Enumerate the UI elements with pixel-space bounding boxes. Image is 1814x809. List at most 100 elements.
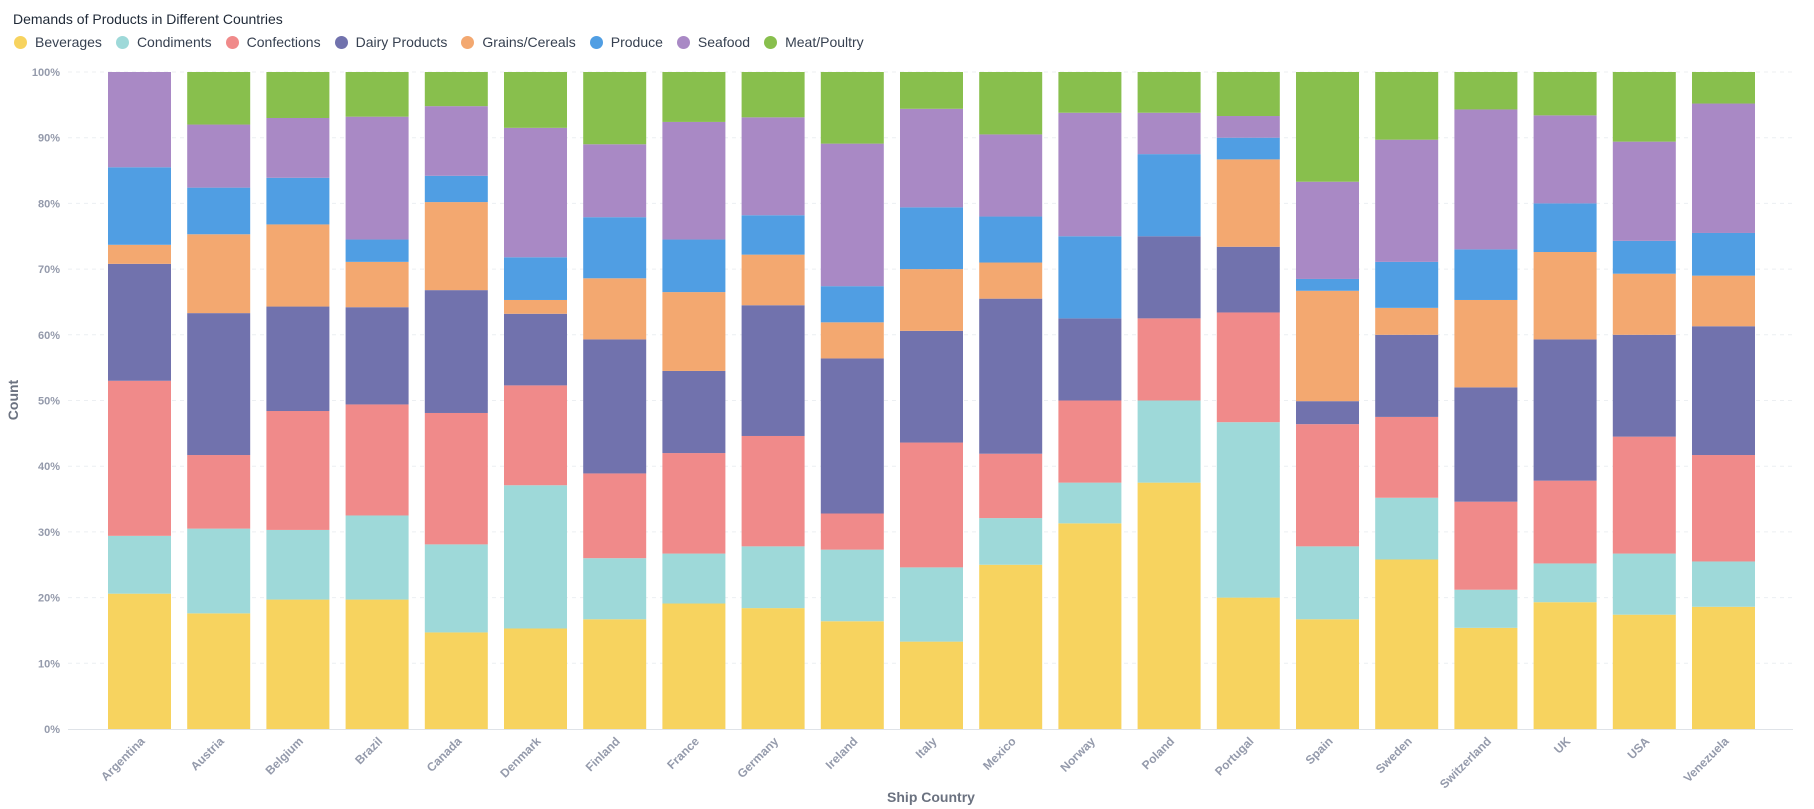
legend-item[interactable]: Seafood (676, 34, 750, 50)
bar-segment[interactable] (345, 116, 409, 240)
bar-segment[interactable] (1454, 627, 1518, 729)
bar-segment[interactable] (979, 134, 1043, 217)
bar-segment[interactable] (820, 621, 884, 729)
bar-segment[interactable] (1454, 589, 1518, 628)
bar-segment[interactable] (1533, 203, 1597, 253)
bar-segment[interactable] (1216, 137, 1280, 160)
bar-segment[interactable] (1137, 236, 1201, 319)
bar-segment[interactable] (1533, 563, 1597, 603)
bar-segment[interactable] (1137, 154, 1201, 237)
bar-segment[interactable] (583, 339, 647, 474)
bar-segment[interactable] (1612, 334, 1676, 437)
bar-segment[interactable] (1216, 72, 1280, 117)
bar-segment[interactable] (187, 313, 251, 456)
bar-segment[interactable] (424, 106, 488, 176)
bar-segment[interactable] (1216, 312, 1280, 423)
bar-segment[interactable] (504, 385, 567, 486)
bar-segment[interactable] (1612, 553, 1676, 615)
bar-segment[interactable] (187, 455, 251, 529)
bar-segment[interactable] (1058, 318, 1122, 401)
bar-segment[interactable] (1058, 482, 1122, 524)
bar-segment[interactable] (583, 473, 647, 559)
bar-segment[interactable] (1454, 387, 1518, 502)
bar-segment[interactable] (1692, 103, 1755, 233)
bar-segment[interactable] (345, 599, 409, 729)
bar-segment[interactable] (820, 549, 884, 622)
bar-segment[interactable] (1216, 597, 1280, 729)
bar-segment[interactable] (820, 143, 884, 287)
bar-segment[interactable] (1296, 619, 1359, 729)
bar-segment[interactable] (1375, 416, 1439, 498)
bar-segment[interactable] (266, 117, 330, 178)
bar-segment[interactable] (345, 239, 409, 262)
bar-segment[interactable] (108, 380, 171, 536)
bar-segment[interactable] (900, 442, 963, 568)
bar-segment[interactable] (1612, 614, 1676, 729)
bar-segment[interactable] (662, 453, 726, 554)
bar-segment[interactable] (266, 599, 330, 729)
bar-segment[interactable] (1296, 401, 1359, 425)
bar-segment[interactable] (1692, 606, 1755, 729)
bar-segment[interactable] (108, 72, 171, 168)
bar-segment[interactable] (1533, 115, 1597, 204)
legend-item[interactable]: Beverages (14, 34, 102, 50)
bar-segment[interactable] (820, 72, 884, 144)
bar-segment[interactable] (979, 453, 1043, 519)
bar-segment[interactable] (424, 202, 488, 291)
bar-segment[interactable] (424, 632, 488, 729)
bar-segment[interactable] (1612, 141, 1676, 241)
bar-segment[interactable] (1692, 232, 1755, 276)
bar-segment[interactable] (979, 564, 1043, 729)
bar-segment[interactable] (1533, 252, 1597, 340)
bar-segment[interactable] (1454, 109, 1518, 250)
legend-item[interactable]: Confections (225, 34, 321, 50)
bar-segment[interactable] (741, 435, 805, 547)
bar-segment[interactable] (504, 485, 567, 629)
bar-segment[interactable] (1533, 480, 1597, 564)
bar-segment[interactable] (266, 411, 330, 530)
bar-segment[interactable] (1296, 546, 1359, 620)
bar-segment[interactable] (900, 269, 963, 331)
bar-segment[interactable] (504, 299, 567, 314)
bar-segment[interactable] (504, 127, 567, 258)
bar-segment[interactable] (1375, 72, 1439, 140)
bar-segment[interactable] (1692, 326, 1755, 456)
bar-segment[interactable] (1692, 275, 1755, 327)
bar-segment[interactable] (1533, 72, 1597, 116)
bar-segment[interactable] (662, 292, 726, 371)
bar-segment[interactable] (1058, 236, 1122, 319)
bar-segment[interactable] (1692, 455, 1755, 562)
bar-segment[interactable] (741, 72, 805, 118)
bar-segment[interactable] (424, 175, 488, 203)
legend-item[interactable]: Produce (589, 34, 663, 50)
bar-segment[interactable] (1454, 249, 1518, 300)
bar-segment[interactable] (900, 567, 963, 642)
bar-segment[interactable] (1692, 72, 1755, 104)
bar-segment[interactable] (1533, 339, 1597, 481)
bar-segment[interactable] (1533, 602, 1597, 729)
bar-segment[interactable] (108, 167, 171, 245)
bar-segment[interactable] (1375, 334, 1439, 417)
bar-segment[interactable] (583, 217, 647, 279)
bar-segment[interactable] (266, 529, 330, 600)
bar-segment[interactable] (583, 72, 647, 145)
bar-segment[interactable] (504, 313, 567, 386)
bar-segment[interactable] (266, 72, 330, 118)
bar-segment[interactable] (1375, 261, 1439, 308)
bar-segment[interactable] (1375, 497, 1439, 560)
bar-segment[interactable] (187, 613, 251, 729)
bar-segment[interactable] (1692, 561, 1755, 607)
bar-segment[interactable] (1296, 424, 1359, 547)
bar-segment[interactable] (345, 515, 409, 600)
bar-segment[interactable] (1058, 523, 1122, 729)
bar-segment[interactable] (1058, 72, 1122, 113)
bar-segment[interactable] (1216, 159, 1280, 247)
bar-segment[interactable] (1137, 318, 1201, 401)
bar-segment[interactable] (187, 72, 251, 125)
bar-segment[interactable] (187, 234, 251, 314)
bar-segment[interactable] (662, 239, 726, 293)
bar-segment[interactable] (1216, 422, 1280, 598)
bar-segment[interactable] (504, 72, 567, 128)
legend-item[interactable]: Condiments (115, 34, 212, 50)
bar-segment[interactable] (108, 244, 171, 264)
